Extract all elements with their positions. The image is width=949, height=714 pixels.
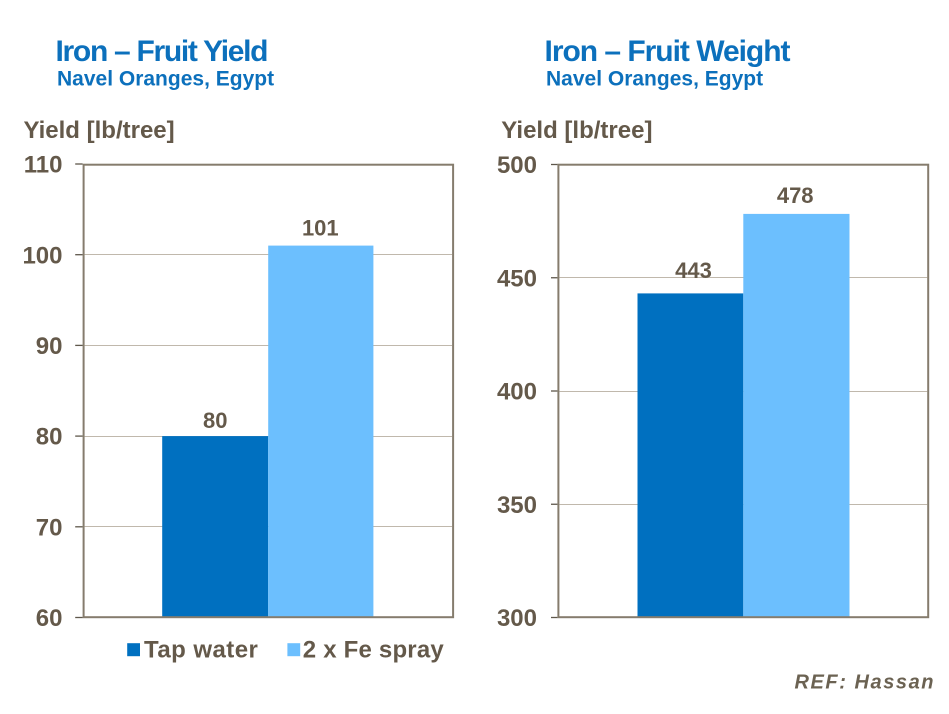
svg-text:300: 300 xyxy=(497,605,537,632)
svg-text:478: 478 xyxy=(777,183,814,208)
svg-text:Tap water: Tap water xyxy=(144,636,258,663)
svg-text:500: 500 xyxy=(497,152,537,179)
svg-text:100: 100 xyxy=(22,242,62,269)
svg-text:Navel Oranges, Egypt: Navel Oranges, Egypt xyxy=(57,68,274,91)
svg-text:REF: Hassan: REF: Hassan xyxy=(795,672,934,694)
svg-text:450: 450 xyxy=(497,265,537,292)
svg-text:70: 70 xyxy=(36,514,63,541)
svg-text:110: 110 xyxy=(24,152,63,179)
svg-text:Yield [lb/tree]: Yield [lb/tree] xyxy=(24,117,175,144)
svg-text:101: 101 xyxy=(302,216,339,241)
svg-text:80: 80 xyxy=(36,424,63,451)
svg-text:90: 90 xyxy=(36,333,63,360)
svg-text:443: 443 xyxy=(675,258,712,283)
svg-text:Iron – Fruit Weight: Iron – Fruit Weight xyxy=(545,35,791,68)
svg-text:Iron – Fruit Yield: Iron – Fruit Yield xyxy=(56,35,269,68)
svg-text:60: 60 xyxy=(36,605,63,632)
svg-text:80: 80 xyxy=(203,408,227,433)
svg-text:350: 350 xyxy=(497,492,537,519)
svg-text:2 x Fe spray: 2 x Fe spray xyxy=(303,636,445,663)
svg-text:400: 400 xyxy=(497,379,537,406)
svg-text:Navel Oranges, Egypt: Navel Oranges, Egypt xyxy=(546,68,763,91)
svg-text:Yield [lb/tree]: Yield [lb/tree] xyxy=(501,117,652,144)
